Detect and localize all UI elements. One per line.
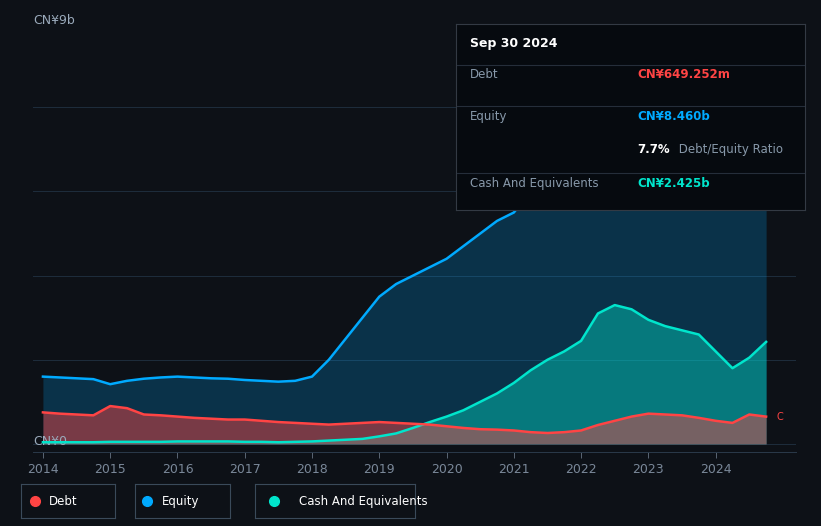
Text: CN¥649.252m: CN¥649.252m <box>637 68 730 82</box>
Text: Debt: Debt <box>49 494 77 508</box>
Text: C: C <box>776 83 783 93</box>
Text: Sep 30 2024: Sep 30 2024 <box>470 37 557 50</box>
Text: CN¥9b: CN¥9b <box>33 14 75 27</box>
Text: Debt: Debt <box>470 68 498 82</box>
Text: Debt/Equity Ratio: Debt/Equity Ratio <box>676 143 783 156</box>
Text: CN¥8.460b: CN¥8.460b <box>637 109 710 123</box>
Text: Cash And Equivalents: Cash And Equivalents <box>300 494 428 508</box>
Text: Cash And Equivalents: Cash And Equivalents <box>470 177 599 190</box>
Text: C: C <box>776 412 783 422</box>
Text: CN¥0: CN¥0 <box>33 435 67 448</box>
Text: 7.7%: 7.7% <box>637 143 670 156</box>
Text: Equity: Equity <box>470 109 507 123</box>
Text: CN¥2.425b: CN¥2.425b <box>637 177 709 190</box>
Text: Equity: Equity <box>162 494 200 508</box>
